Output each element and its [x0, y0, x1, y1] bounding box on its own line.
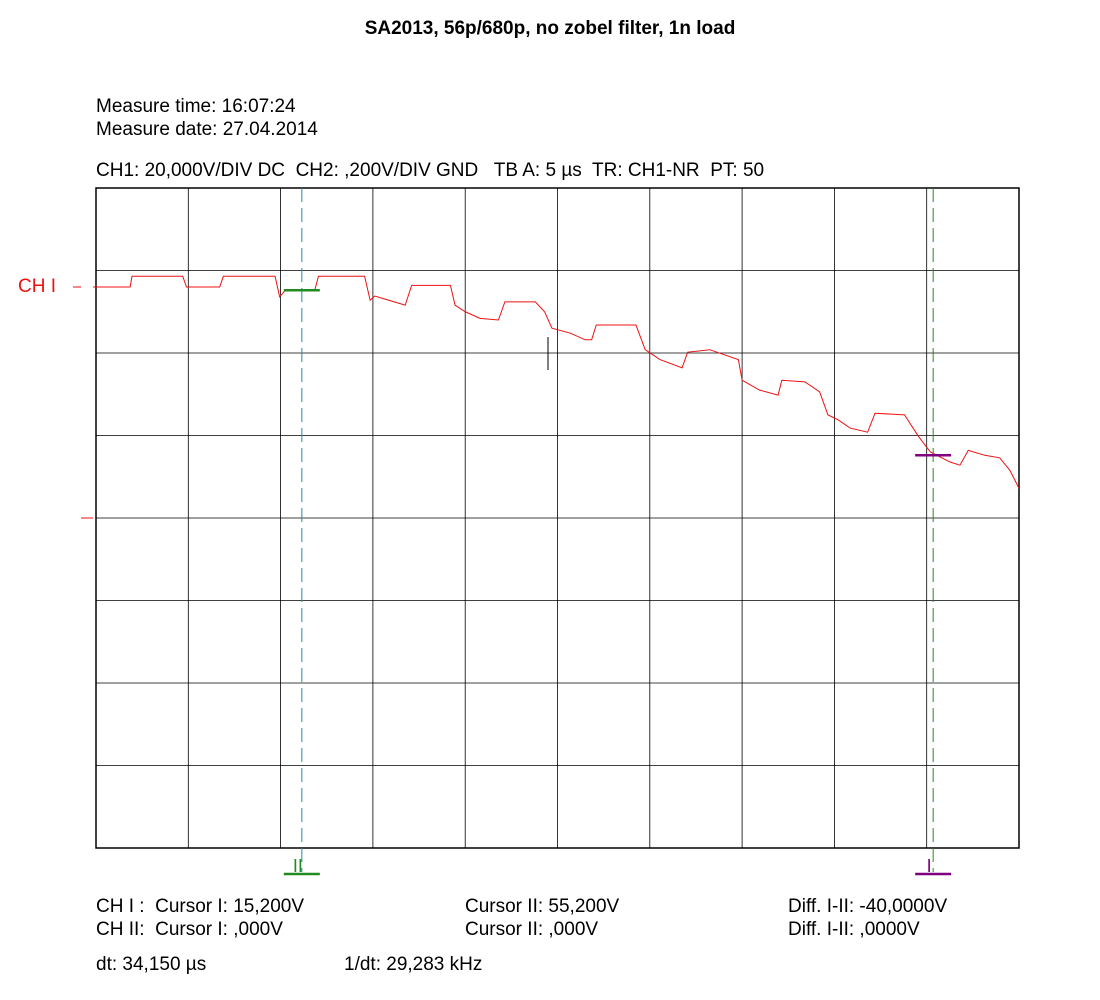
dt: dt: 34,150 µs	[96, 954, 207, 975]
title: SA2013, 56p/680p, no zobel filter, 1n lo…	[364, 18, 736, 39]
readout: CH I : Cursor I: 15,200V	[96, 896, 305, 917]
settings: CH1: 20,000V/DIV DC CH2: ,200V/DIV GND T…	[96, 160, 765, 181]
inv-dt: 1/dt: 29,283 kHz	[344, 954, 483, 975]
channel-label: CH I	[18, 276, 56, 297]
measure-time: Measure time: 16:07:24	[96, 96, 296, 117]
readout: Cursor II: ,000V	[465, 919, 599, 940]
readout: Diff. I-II: ,0000V	[788, 919, 920, 940]
cursor-label: I	[927, 856, 932, 876]
cursor-label: II	[293, 856, 303, 876]
readout: Diff. I-II: -40,0000V	[788, 896, 948, 917]
measure-date: Measure date: 27.04.2014	[96, 119, 318, 140]
readout: CH II: Cursor I: ,000V	[96, 919, 283, 940]
readout: Cursor II: 55,200V	[465, 896, 620, 917]
